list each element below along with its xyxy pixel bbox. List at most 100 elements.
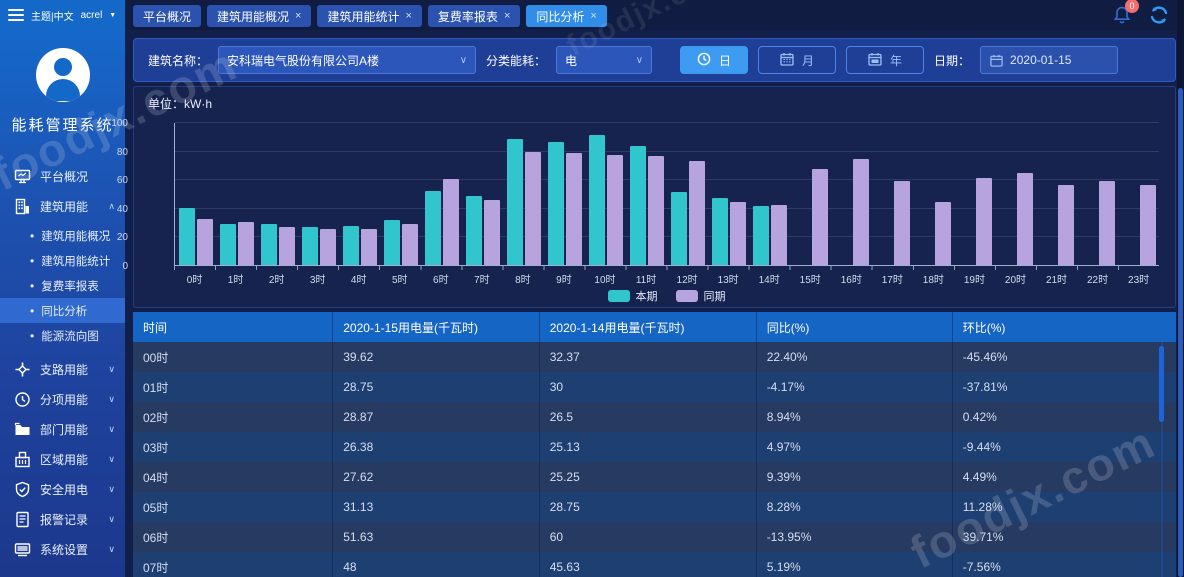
chart-bar[interactable] <box>424 191 441 265</box>
chart-bar[interactable] <box>260 223 277 265</box>
table-row[interactable]: 03时 26.38 25.13 4.97% -9.44% <box>133 432 1176 462</box>
table-cell: 30 <box>540 372 757 402</box>
refresh-icon[interactable] <box>1148 4 1170 26</box>
page-scrollbar-thumb[interactable] <box>1178 88 1183 577</box>
x-axis-tick-label: 2时 <box>268 275 285 286</box>
chart-bar[interactable] <box>547 142 564 265</box>
sidebar-item-区域用能[interactable]: 区域用能 ∨ <box>0 444 125 474</box>
theme-language-label[interactable]: 主题|中文 <box>31 11 74 23</box>
table-cell: 11.28% <box>962 500 1003 514</box>
table-cell: 26.38 <box>333 432 540 462</box>
sidebar-item-部门用能[interactable]: 部门用能 ∨ <box>0 414 125 444</box>
chart-bar[interactable] <box>711 197 728 265</box>
table-row[interactable]: 06时 51.63 60 -13.95% 39.71% <box>133 522 1176 552</box>
chart-bar[interactable] <box>442 179 459 265</box>
energy-type-select[interactable]: 电 ∨ <box>556 46 653 74</box>
chart-bar[interactable] <box>588 134 605 265</box>
user-menu[interactable]: acrel <box>80 9 103 21</box>
chart-bar[interactable] <box>852 159 869 265</box>
table-row[interactable]: 01时 28.75 30 -4.17% -37.81% <box>133 372 1176 402</box>
chart-bar[interactable] <box>1098 180 1115 265</box>
chart-bar[interactable] <box>383 220 400 265</box>
sidebar-subitem-建筑用能统计[interactable]: • 建筑用能统计 <box>0 248 125 273</box>
chart-bar[interactable] <box>752 206 769 265</box>
table-row[interactable]: 07时 48 45.63 5.19% -7.56% <box>133 552 1176 577</box>
chart-bar[interactable] <box>1057 184 1074 265</box>
table-row[interactable]: 05时 31.13 28.75 8.28% 11.28% <box>133 492 1176 522</box>
chart-bar[interactable] <box>465 196 482 265</box>
chart-bar[interactable] <box>360 228 377 265</box>
notification-bell-icon[interactable]: 0 <box>1112 0 1139 25</box>
sidebar-item-分项用能[interactable]: 分项用能 ∨ <box>0 384 125 414</box>
chart-bar[interactable] <box>401 223 418 265</box>
table-scrollbar-thumb[interactable] <box>1159 346 1164 422</box>
table-cell: 39.62 <box>333 342 540 372</box>
tab-建筑用能统计[interactable]: 建筑用能统计 × <box>317 5 422 27</box>
chart-bar[interactable] <box>483 199 500 265</box>
chart-bar[interactable] <box>237 222 254 265</box>
chart-bar[interactable] <box>278 227 295 265</box>
chart-bar[interactable] <box>975 177 992 265</box>
table-cell: 4.49% <box>962 470 997 484</box>
chart-bar[interactable] <box>893 180 910 265</box>
bar-group-15时 <box>790 123 831 265</box>
tab-平台概况[interactable]: 平台概况 <box>133 5 202 27</box>
sidebar-item-系统设置[interactable]: 系统设置 ∨ <box>0 534 125 564</box>
chart-bar[interactable] <box>565 153 582 265</box>
x-axis-tick-label: 22时 <box>1086 275 1109 286</box>
period-button-年[interactable]: 年 <box>846 46 925 74</box>
chart-bar[interactable] <box>811 169 828 265</box>
settings-icon <box>14 541 31 558</box>
chart-bar[interactable] <box>1139 184 1156 265</box>
table-row[interactable]: 04时 27.62 25.25 9.39% 4.49% <box>133 462 1176 492</box>
chart-bar[interactable] <box>606 154 623 265</box>
close-icon[interactable]: × <box>295 10 302 22</box>
chart-bar[interactable] <box>178 208 195 265</box>
chart-bar[interactable] <box>670 192 687 265</box>
sidebar-item-平台概况[interactable]: 平台概况 <box>0 161 125 191</box>
bar-group-14时 <box>749 123 790 265</box>
chart-bar[interactable] <box>342 225 359 265</box>
table-cell: 01时 <box>133 372 334 402</box>
bar-group-21时 <box>1036 123 1077 265</box>
chart-bar[interactable] <box>319 229 336 265</box>
sidebar-item-安全用电[interactable]: 安全用电 ∨ <box>0 474 125 504</box>
table-row[interactable]: 02时 28.87 26.5 8.94% 0.42% <box>133 402 1176 432</box>
sidebar-item-支路用能[interactable]: 支路用能 ∨ <box>0 354 125 384</box>
sidebar-item-建筑用能[interactable]: 建筑用能 ∧ <box>0 191 125 221</box>
chart-bar[interactable] <box>301 227 318 265</box>
period-button-日[interactable]: 日 <box>680 46 749 74</box>
chart-bar[interactable] <box>219 223 236 265</box>
chart-bar[interactable] <box>629 146 646 265</box>
hamburger-menu-icon[interactable] <box>8 9 24 21</box>
chart-bar[interactable] <box>1016 173 1033 265</box>
chart-bar[interactable] <box>647 156 664 265</box>
table-row[interactable]: 00时 39.62 32.37 22.40% -45.46% <box>133 342 1176 372</box>
legend-item-同期[interactable]: 同期 <box>675 288 726 304</box>
sidebar-item-label: 部门用能 <box>40 422 89 437</box>
chart-bar[interactable] <box>196 218 213 265</box>
tab-同比分析[interactable]: 同比分析 × <box>526 5 607 27</box>
sidebar-subitem-复费率报表[interactable]: • 复费率报表 <box>0 273 125 298</box>
close-icon[interactable]: × <box>503 10 511 22</box>
tab-建筑用能概况[interactable]: 建筑用能概况 × <box>207 5 312 27</box>
chart-bar[interactable] <box>688 160 705 265</box>
chart-bar[interactable] <box>934 202 951 265</box>
date-input[interactable]: 2020-01-15 <box>980 46 1119 74</box>
legend-item-本期[interactable]: 本期 <box>607 288 658 304</box>
table-cell: 32.37 <box>540 342 757 372</box>
column-header-2020-1-14用电量(千瓦时): 2020-1-14用电量(千瓦时) <box>540 312 757 342</box>
period-button-月[interactable]: 月 <box>758 46 837 74</box>
close-icon[interactable]: × <box>405 10 412 22</box>
tab-复费率报表[interactable]: 复费率报表 × <box>427 5 521 27</box>
close-icon[interactable]: × <box>590 10 597 22</box>
sidebar-subitem-建筑用能概况[interactable]: • 建筑用能概况 <box>0 223 125 248</box>
chart-bar[interactable] <box>770 204 787 265</box>
sidebar-item-报警记录[interactable]: 报警记录 ∨ <box>0 504 125 534</box>
chart-bar[interactable] <box>729 202 746 265</box>
building-select[interactable]: 安科瑞电气股份有限公司A楼 ∨ <box>218 46 477 74</box>
chart-bar[interactable] <box>506 139 523 265</box>
sidebar-subitem-能源流向图[interactable]: • 能源流向图 <box>0 323 125 348</box>
chart-bar[interactable] <box>524 152 541 265</box>
sidebar-subitem-同比分析[interactable]: • 同比分析 <box>0 298 125 323</box>
